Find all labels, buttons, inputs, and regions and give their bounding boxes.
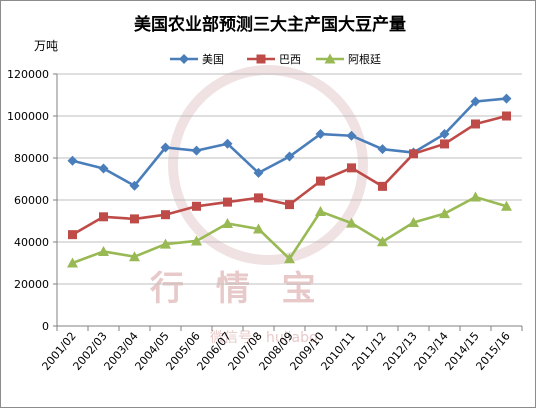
data-point [470, 96, 481, 107]
legend-label: 巴西 [279, 53, 301, 66]
data-point [222, 138, 233, 149]
data-point [222, 218, 233, 229]
series-阿根廷 [67, 191, 512, 268]
series-巴西 [68, 111, 511, 240]
data-point [191, 235, 202, 246]
watermark-ring [168, 65, 368, 265]
watermark: 行 情 宝 微信号：hujiabo [150, 65, 368, 346]
data-point [99, 212, 108, 222]
legend: 美国 巴西 阿根廷 [170, 52, 381, 66]
data-point [284, 253, 295, 264]
y-tick-labels: 0 20000 40000 60000 80000 100000 120000 [7, 68, 49, 333]
data-point [502, 111, 511, 121]
data-point [98, 163, 109, 174]
y-unit-label: 万吨 [34, 39, 58, 53]
watermark-sub-text: 微信号：hujiabo [210, 330, 318, 346]
data-point [408, 216, 419, 227]
legend-item: 阿根廷 [316, 52, 381, 66]
data-point [160, 142, 171, 153]
chart-title: 美国农业部预测三大主产国大豆产量 [134, 14, 406, 35]
data-point [377, 144, 388, 155]
series-美国 [67, 93, 512, 191]
legend-item: 美国 [170, 53, 224, 66]
y-tick-label: 120000 [7, 68, 49, 81]
data-point [223, 197, 232, 207]
data-point [439, 208, 450, 219]
data-point [316, 176, 325, 186]
data-point [324, 53, 336, 64]
data-point [160, 238, 171, 249]
legend-item: 巴西 [247, 53, 301, 66]
data-point [67, 155, 78, 166]
data-point [501, 93, 512, 104]
data-point [67, 257, 78, 268]
data-point [501, 200, 512, 211]
data-point [439, 129, 450, 140]
y-tick-label: 80000 [14, 152, 49, 165]
watermark-main-text: 行 情 宝 [150, 269, 326, 309]
legend-label: 阿根廷 [348, 52, 381, 66]
data-point [129, 251, 140, 262]
data-point [284, 151, 295, 162]
data-point [315, 129, 326, 140]
data-point [191, 145, 202, 156]
data-point [377, 236, 388, 247]
y-tick-label: 60000 [14, 194, 49, 207]
data-point [409, 149, 418, 159]
data-point [129, 180, 140, 191]
data-point [130, 214, 139, 224]
data-point [470, 191, 481, 202]
data-point [440, 139, 449, 149]
data-point [315, 206, 326, 217]
data-point [68, 230, 77, 240]
y-tick-label: 40000 [14, 236, 49, 249]
data-point [179, 54, 189, 64]
data-point [378, 181, 387, 191]
data-point [346, 130, 357, 141]
data-point [256, 54, 266, 64]
data-point [471, 119, 480, 129]
y-tick-label: 100000 [7, 110, 49, 123]
data-point [254, 193, 263, 203]
data-point [285, 200, 294, 210]
data-point [253, 167, 264, 178]
legend-label: 美国 [202, 53, 224, 66]
y-tick-label: 0 [42, 320, 49, 333]
axes [53, 73, 523, 331]
series-group [67, 93, 512, 268]
data-point [192, 201, 201, 211]
data-point [98, 245, 109, 256]
data-point [161, 210, 170, 220]
data-point [346, 217, 357, 228]
data-point [253, 223, 264, 234]
y-tick-label: 20000 [14, 278, 49, 291]
data-point [347, 163, 356, 173]
